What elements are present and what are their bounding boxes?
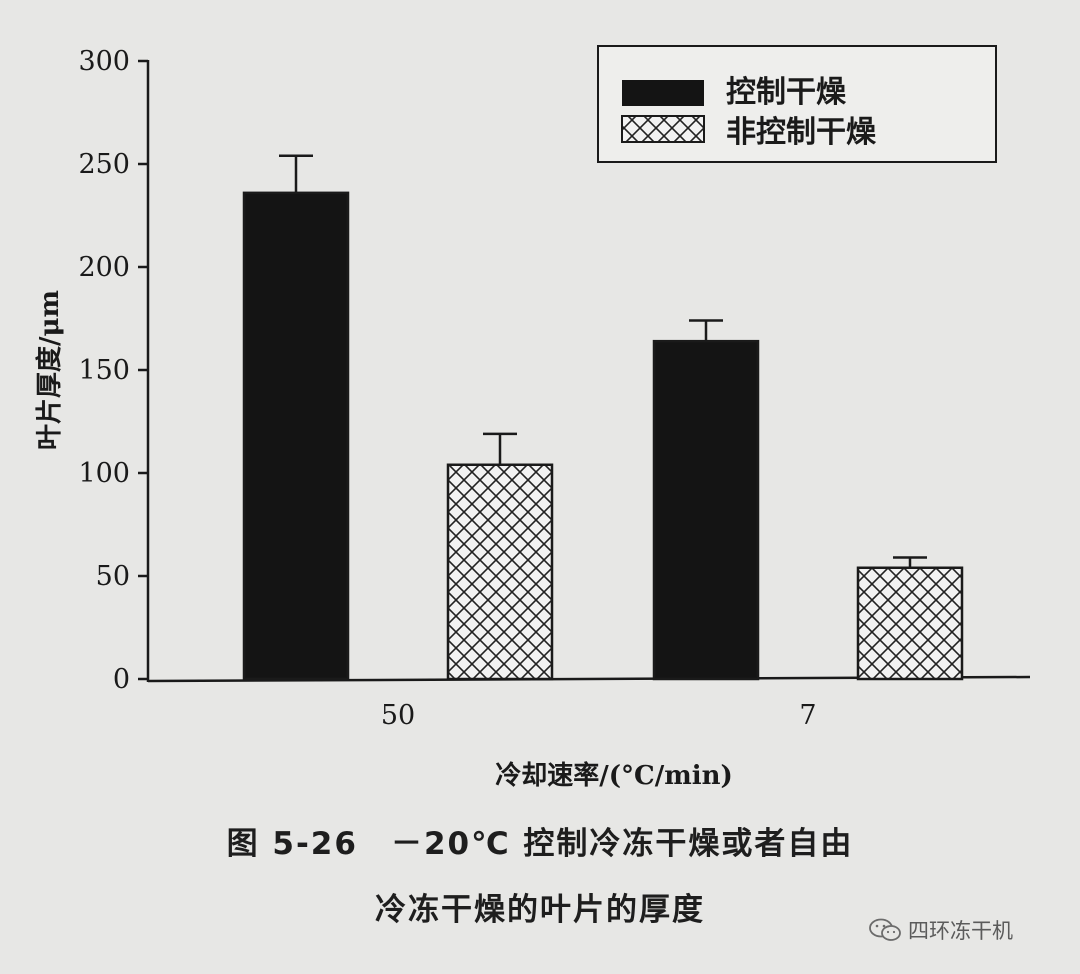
- y-tick-label: 250: [78, 149, 130, 180]
- legend-label-controlled: 控制干燥: [726, 75, 847, 110]
- x-tick-label: 50: [381, 700, 415, 731]
- error-bars: [279, 154, 927, 568]
- figure-caption-line-1: 图 5-26 －20℃ 控制冷冻干燥或者自由: [226, 826, 854, 862]
- y-ticks: 0 50 100 150 200 250 300: [78, 46, 148, 695]
- watermark-text: 四环冻干机: [908, 919, 1013, 943]
- legend: 控制干燥 非控制干燥: [597, 45, 997, 163]
- bar-uncontrolled-drying: [446, 463, 554, 681]
- x-tick-labels: 50 7: [381, 700, 817, 731]
- watermark: 四环冻干机: [868, 915, 1013, 945]
- y-tick-label: 150: [78, 355, 130, 386]
- y-tick-label: 200: [78, 252, 130, 283]
- bar-chart: 0 50 100 150 200 250 300 50 7 冷却速率/(°C/min) 叶片厚…: [34, 45, 1031, 791]
- legend-swatch-controlled: [622, 80, 704, 106]
- wechat-icon: [869, 918, 901, 941]
- legend-swatch-uncontrolled: [621, 115, 705, 143]
- y-tick-label: 0: [113, 664, 130, 695]
- y-tick-label: 100: [78, 458, 130, 489]
- y-axis-label: 叶片厚度/μm: [34, 290, 65, 450]
- y-tick-label: 50: [96, 561, 130, 592]
- bar-uncontrolled-drying: [856, 566, 964, 681]
- x-tick-label: 7: [799, 700, 816, 731]
- bar-controlled-drying: [242, 191, 350, 681]
- bar-controlled-drying: [652, 339, 760, 681]
- figure-caption-line-2: 冷冻干燥的叶片的厚度: [375, 892, 705, 928]
- x-axis-label: 冷却速率/(°C/min): [495, 760, 733, 791]
- bars: [242, 191, 964, 681]
- y-tick-label: 300: [78, 46, 130, 77]
- legend-label-uncontrolled: 非控制干燥: [726, 115, 877, 150]
